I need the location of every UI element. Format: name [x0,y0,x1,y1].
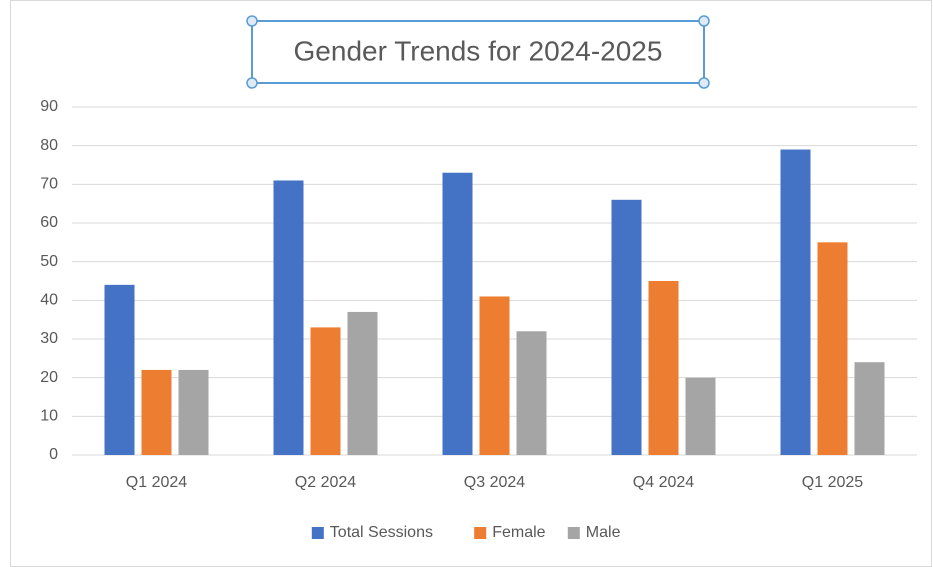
bar [104,284,135,455]
bar [442,172,473,455]
legend-label: Total Sessions [330,524,433,541]
title-selection [251,20,705,84]
selection-handles [246,15,710,89]
bar [685,377,716,455]
bar [648,281,679,455]
y-tick-label: 90 [40,98,58,115]
legend-swatch [311,527,324,539]
y-tick-label: 60 [40,214,58,231]
legend-swatch [567,527,580,539]
bar [780,149,811,456]
bar [479,296,510,455]
y-tick-label: 10 [40,408,58,425]
bar [141,369,172,455]
legend-label: Female [492,524,545,541]
bar [854,362,885,455]
x-tick-label: Q2 2024 [295,474,356,491]
bar [516,331,547,455]
legend-swatch [474,527,487,539]
y-tick-label: 30 [40,330,58,347]
y-tick-label: 70 [40,176,58,193]
bar [273,180,304,455]
chart-title: Gender Trends for 2024-2025 [294,35,663,66]
bar [178,369,209,455]
x-tick-label: Q1 2025 [802,474,863,491]
x-tick-label: Q3 2024 [464,474,525,491]
bar [347,311,378,455]
y-tick-label: 0 [49,446,58,463]
y-tick-label: 20 [40,369,58,386]
y-tick-label: 80 [40,137,58,154]
legend-label: Male [586,524,621,541]
y-tick-label: 50 [40,253,58,270]
y-tick-label: 40 [40,292,58,309]
x-tick-label: Q1 2024 [126,474,187,491]
x-tick-label: Q4 2024 [633,474,694,491]
bar [817,242,848,455]
bar [310,327,341,455]
bar [611,199,642,455]
